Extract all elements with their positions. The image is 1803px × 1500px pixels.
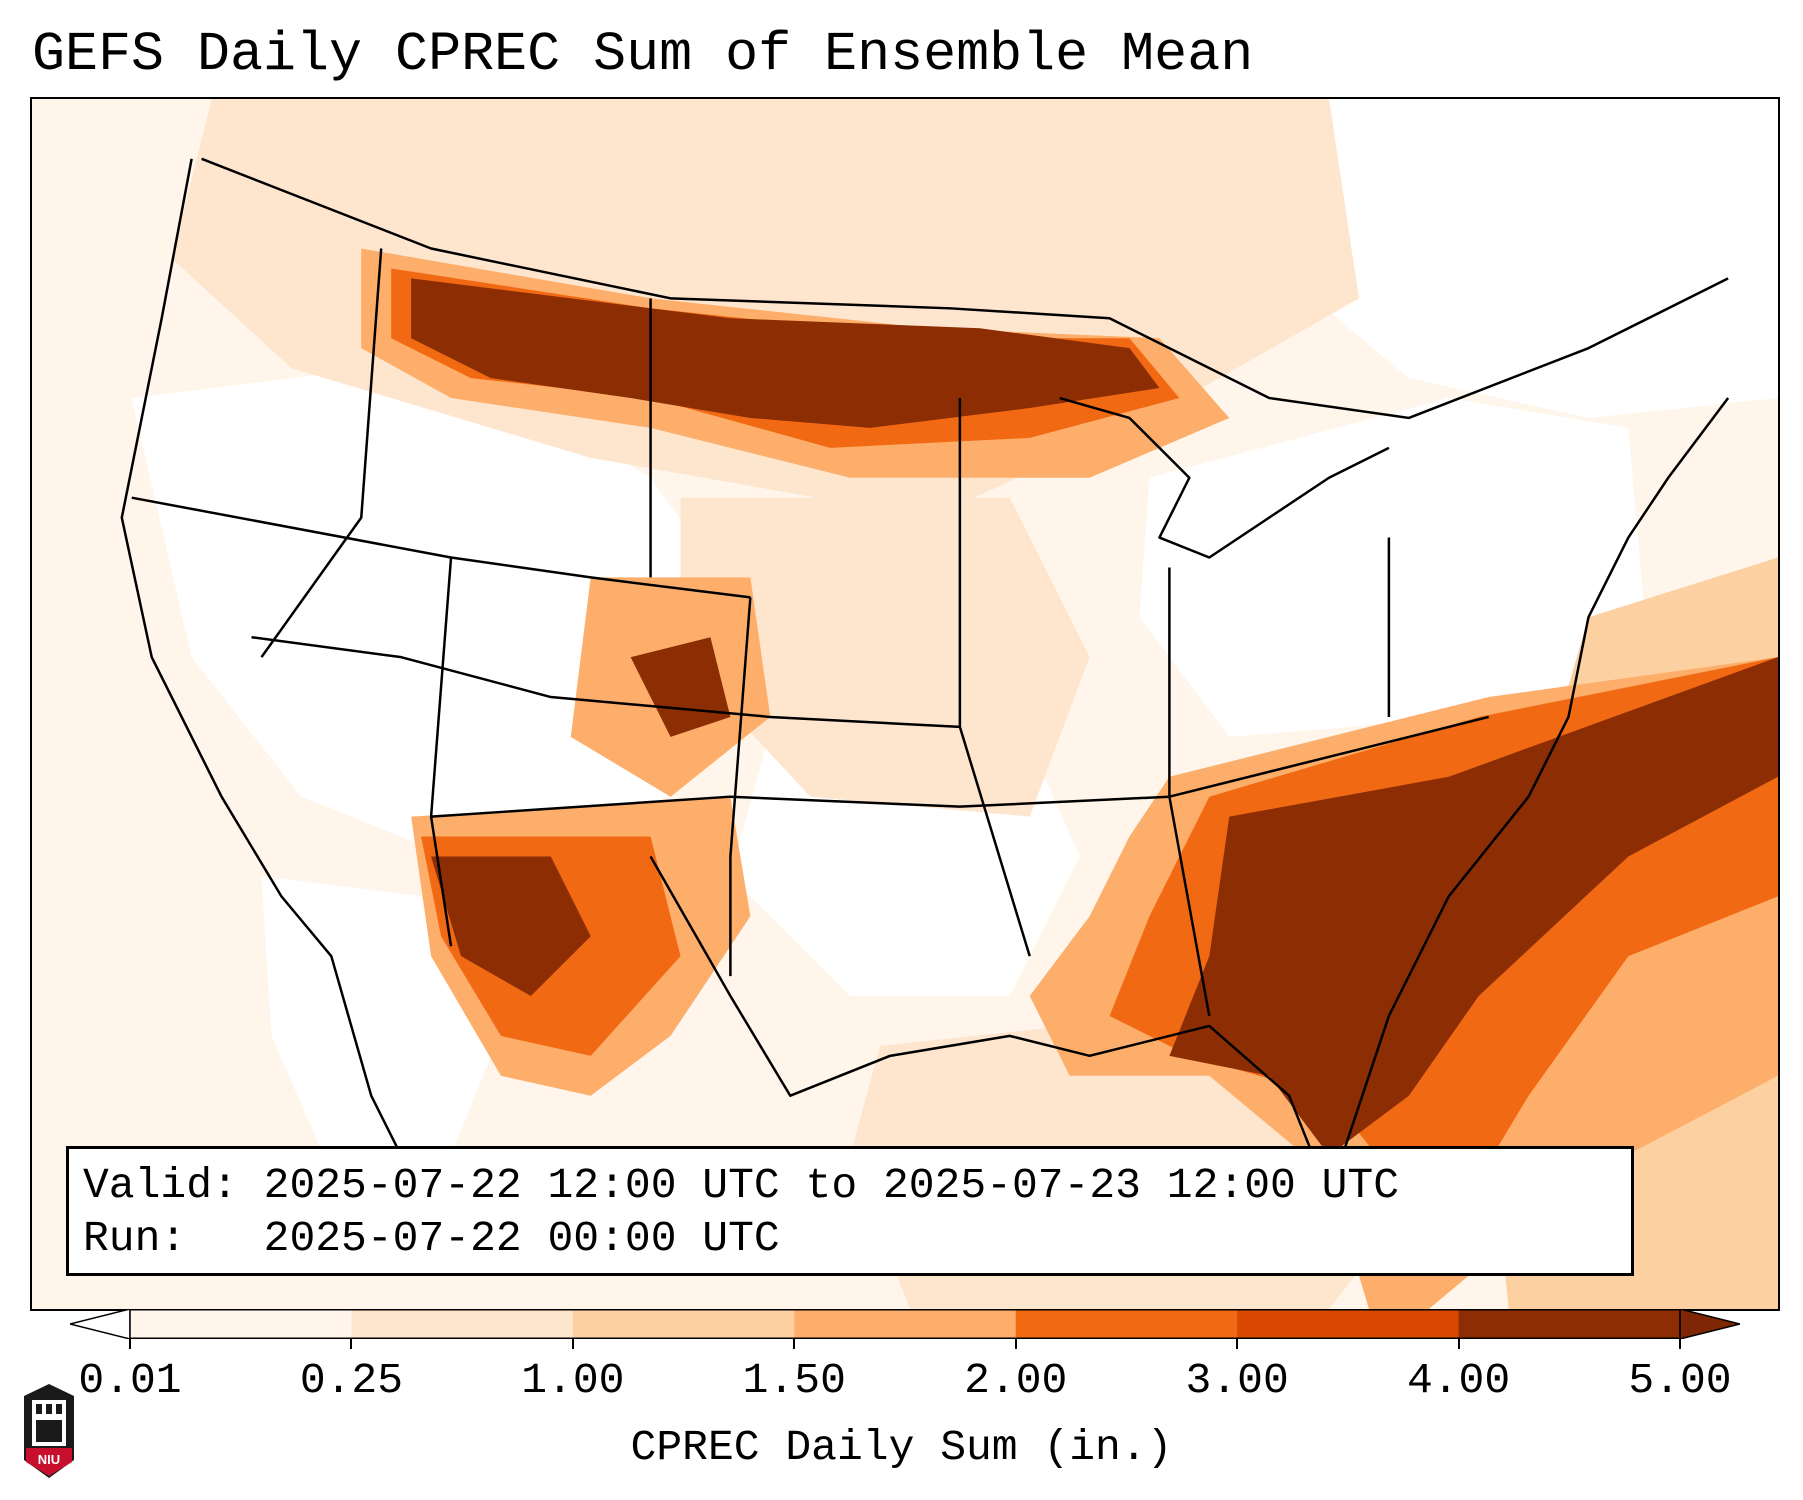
run-row: Run: 2025-07-22 00:00 UTC (83, 1212, 1617, 1265)
niu-seal-icon: NIU (24, 1384, 74, 1478)
colorbar-segment (572, 1309, 795, 1339)
colorbar-tick-mark (571, 1339, 574, 1349)
canada-border (201, 157, 1729, 420)
state-line-5 (729, 597, 752, 977)
colorbar-segment (794, 1309, 1017, 1339)
field-heavy-southeast (1169, 657, 1778, 1156)
state-line-7 (1168, 567, 1211, 1017)
run-value: 2025-07-22 00:00 UTC (263, 1214, 780, 1263)
map-canvas (32, 99, 1778, 1309)
valid-value: 2025-07-22 12:00 UTC to 2025-07-23 12:00… (263, 1161, 1400, 1210)
valid-run-info-box: Valid: 2025-07-22 12:00 UTC to 2025-07-2… (66, 1146, 1634, 1276)
colorbar-label: CPREC Daily Sum (in.) (630, 1423, 1173, 1472)
gulf-coast (649, 855, 1331, 1196)
colorbar-segment (1237, 1309, 1460, 1339)
colorbar (70, 1309, 1740, 1339)
state-line-3 (431, 715, 1489, 818)
colorbar-tick-label: 5.00 (1628, 1356, 1732, 1405)
colorbar-outline (129, 1309, 1681, 1339)
field-light-plains (680, 497, 1090, 817)
field-heavy-north (411, 278, 1160, 428)
state-line-2 (251, 635, 960, 729)
field-dry-east (1139, 398, 1649, 737)
east-coast (1327, 397, 1730, 1196)
map-title: GEFS Daily CPREC Sum of Ensemble Mean (32, 23, 1254, 86)
colorbar-tick-mark (1236, 1339, 1239, 1349)
state-line-8 (260, 248, 383, 658)
state-line-6 (958, 398, 1031, 957)
colorbar-tick-label: 3.00 (1185, 1356, 1289, 1405)
colorbar-tick-label: 0.01 (78, 1356, 182, 1405)
great-lakes (1059, 396, 1390, 559)
coastlines-and-borders (120, 157, 1730, 1216)
colorbar-segment (130, 1309, 352, 1339)
colorbar-tick-label: 2.00 (964, 1356, 1068, 1405)
colorbar-tick-mark (793, 1339, 796, 1349)
colorbar-segment (1458, 1309, 1681, 1339)
colorbar-segment (1015, 1309, 1238, 1339)
colorbar-tick-label: 1.50 (742, 1356, 846, 1405)
colorbar-tick-mark (1457, 1339, 1460, 1349)
state-line-4 (429, 557, 453, 947)
logo-text: NIU (38, 1452, 60, 1467)
west-coast (120, 158, 433, 1216)
field-heavy-southwest (431, 856, 591, 997)
colorbar-tick-label: 0.25 (299, 1356, 404, 1405)
valid-label: Valid: (83, 1161, 238, 1210)
colorbar-tick-label: 4.00 (1406, 1356, 1511, 1405)
colorbar-over-triangle (1679, 1309, 1740, 1339)
run-label: Run: (83, 1214, 187, 1263)
precipitation-map (30, 97, 1780, 1311)
colorbar-tick-mark (1014, 1339, 1017, 1349)
state-line-1 (131, 496, 751, 599)
colorbar-segment (351, 1309, 574, 1339)
colorbar-tick-mark (350, 1339, 353, 1349)
colorbar-tick-mark (129, 1339, 131, 1349)
field-dry-canada-east (1289, 99, 1778, 418)
colorbar-tick-label: 1.00 (521, 1356, 625, 1405)
valid-row: Valid: 2025-07-22 12:00 UTC to 2025-07-2… (83, 1159, 1617, 1212)
colorbar-tick-mark (1679, 1339, 1681, 1349)
colorbar-under-triangle (70, 1309, 131, 1339)
